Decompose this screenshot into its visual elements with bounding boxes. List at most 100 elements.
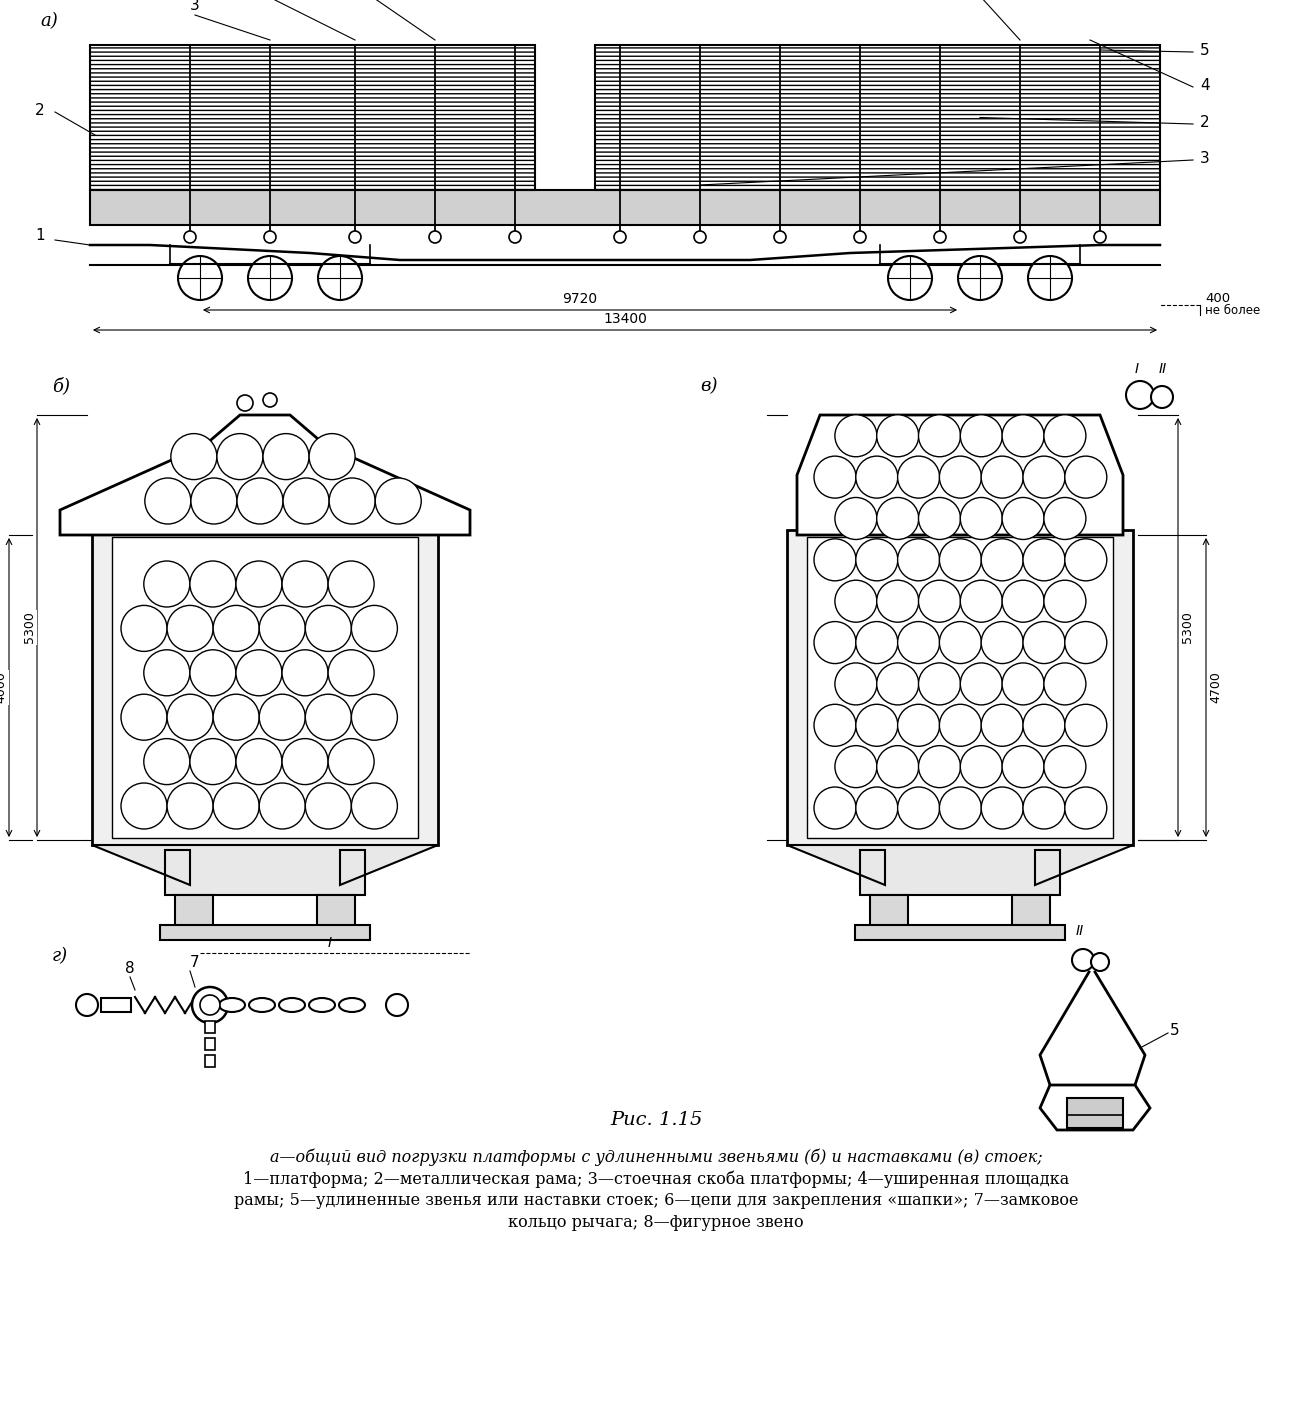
- Text: 5: 5: [1170, 1023, 1179, 1038]
- Bar: [160, 924, 370, 940]
- Circle shape: [318, 256, 362, 301]
- Circle shape: [856, 704, 898, 746]
- Circle shape: [509, 230, 521, 243]
- Circle shape: [1065, 787, 1107, 829]
- Circle shape: [328, 649, 374, 695]
- Text: 5300: 5300: [22, 611, 35, 643]
- Circle shape: [236, 739, 282, 784]
- Circle shape: [121, 694, 167, 740]
- Bar: [175, 895, 213, 930]
- Circle shape: [236, 561, 282, 607]
- Circle shape: [263, 434, 309, 479]
- Circle shape: [192, 986, 228, 1023]
- Circle shape: [76, 993, 98, 1016]
- Bar: [92, 530, 439, 844]
- Bar: [871, 895, 909, 930]
- Circle shape: [213, 783, 259, 829]
- Circle shape: [352, 694, 398, 740]
- Circle shape: [184, 230, 196, 243]
- Bar: [786, 530, 1133, 844]
- Circle shape: [236, 478, 284, 524]
- Circle shape: [919, 497, 961, 540]
- Circle shape: [960, 497, 1002, 540]
- Circle shape: [960, 414, 1002, 457]
- Circle shape: [877, 580, 919, 622]
- Circle shape: [814, 704, 856, 746]
- Circle shape: [1065, 457, 1107, 499]
- Bar: [205, 1021, 215, 1033]
- Circle shape: [309, 434, 355, 479]
- Circle shape: [898, 540, 940, 580]
- Text: 2: 2: [35, 103, 45, 118]
- Circle shape: [773, 230, 786, 243]
- Circle shape: [236, 649, 282, 695]
- Ellipse shape: [219, 998, 246, 1012]
- Bar: [855, 924, 1065, 940]
- Circle shape: [306, 606, 352, 652]
- Circle shape: [981, 704, 1023, 746]
- Circle shape: [1028, 256, 1071, 301]
- Text: в): в): [700, 377, 717, 395]
- Text: 3: 3: [190, 0, 200, 13]
- Circle shape: [1044, 414, 1086, 457]
- Circle shape: [190, 478, 236, 524]
- Bar: [1067, 1097, 1123, 1128]
- Circle shape: [835, 746, 877, 788]
- Circle shape: [939, 704, 981, 746]
- Circle shape: [835, 580, 877, 622]
- Text: б): б): [53, 377, 70, 395]
- Circle shape: [1044, 746, 1086, 788]
- Text: Рис. 1.15: Рис. 1.15: [609, 1111, 702, 1130]
- Circle shape: [121, 606, 167, 652]
- Circle shape: [1023, 621, 1065, 663]
- Circle shape: [898, 704, 940, 746]
- Circle shape: [981, 540, 1023, 580]
- Circle shape: [1002, 414, 1044, 457]
- Polygon shape: [797, 414, 1123, 535]
- Text: 1: 1: [35, 228, 45, 243]
- Circle shape: [877, 746, 919, 788]
- Circle shape: [349, 230, 361, 243]
- Circle shape: [856, 540, 898, 580]
- Circle shape: [1091, 953, 1109, 971]
- Circle shape: [835, 414, 877, 457]
- Text: 7: 7: [190, 955, 200, 969]
- Circle shape: [330, 478, 376, 524]
- Circle shape: [179, 256, 222, 301]
- Circle shape: [939, 457, 981, 499]
- Polygon shape: [60, 414, 470, 535]
- Circle shape: [282, 649, 328, 695]
- Circle shape: [898, 787, 940, 829]
- Text: а): а): [39, 13, 58, 30]
- Text: а—общий вид погрузки платформы с удлиненными звеньями (б) и наставками (в) стоек: а—общий вид погрузки платформы с удлинен…: [269, 1148, 1043, 1166]
- Bar: [205, 1055, 215, 1066]
- Circle shape: [284, 478, 330, 524]
- Circle shape: [898, 621, 940, 663]
- Circle shape: [1094, 230, 1106, 243]
- Circle shape: [144, 649, 190, 695]
- Circle shape: [144, 478, 190, 524]
- Text: не более: не более: [1205, 303, 1260, 318]
- Circle shape: [263, 393, 277, 407]
- Circle shape: [1002, 663, 1044, 705]
- Ellipse shape: [278, 998, 305, 1012]
- Circle shape: [814, 787, 856, 829]
- Ellipse shape: [249, 998, 274, 1012]
- Text: I: I: [328, 936, 332, 950]
- Circle shape: [835, 497, 877, 540]
- Circle shape: [856, 457, 898, 499]
- Circle shape: [960, 663, 1002, 705]
- Circle shape: [960, 580, 1002, 622]
- Text: 1—платформа; 2—металлическая рама; 3—стоечная скоба платформы; 4—уширенная площа: 1—платформа; 2—металлическая рама; 3—сто…: [243, 1170, 1069, 1187]
- Circle shape: [121, 783, 167, 829]
- Circle shape: [981, 457, 1023, 499]
- Circle shape: [614, 230, 626, 243]
- Circle shape: [856, 787, 898, 829]
- Circle shape: [1002, 497, 1044, 540]
- Circle shape: [259, 606, 305, 652]
- Text: 3: 3: [1200, 150, 1209, 166]
- Circle shape: [376, 478, 421, 524]
- Circle shape: [429, 230, 441, 243]
- Text: II: II: [1075, 924, 1085, 939]
- Text: 4000: 4000: [0, 672, 8, 704]
